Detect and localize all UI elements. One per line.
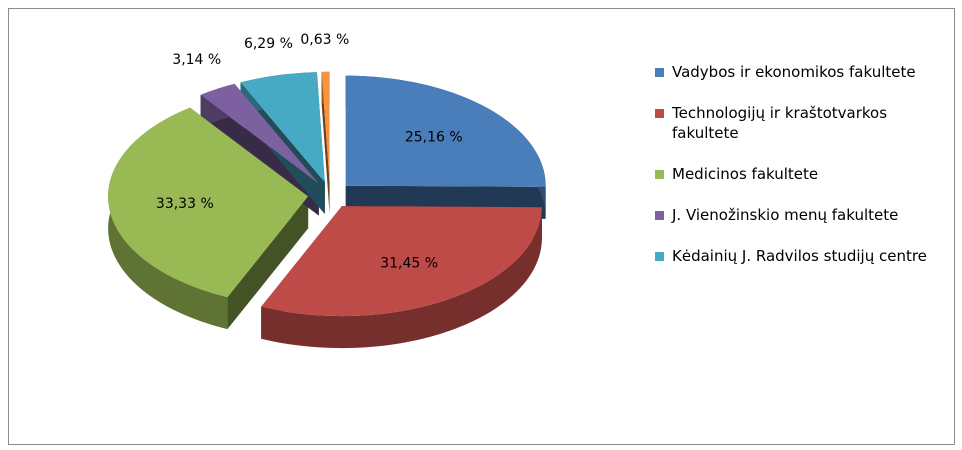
slice-wall bbox=[321, 71, 330, 214]
data-label: 6,29 % bbox=[244, 36, 293, 52]
legend-label: Vadybos ir ekonomikos fakultete bbox=[672, 63, 916, 81]
legend: Vadybos ir ekonomikos fakultete Technolog… bbox=[655, 62, 945, 287]
data-label: 25,16 % bbox=[405, 130, 463, 146]
data-label: 0,63 % bbox=[300, 32, 349, 48]
chart-frame bbox=[8, 8, 955, 445]
legend-swatch bbox=[655, 211, 664, 220]
legend-label: J. Vienožinskio menų fakultete bbox=[672, 206, 899, 224]
legend-swatch bbox=[655, 109, 664, 118]
slice bbox=[108, 107, 309, 298]
legend-item: Kėdainių J. Radvilos studijų centre bbox=[655, 246, 945, 266]
slice-wall bbox=[227, 196, 309, 330]
slice bbox=[240, 72, 325, 183]
data-label: 31,45 % bbox=[380, 255, 438, 271]
legend-item: Vadybos ir ekonomikos fakultete bbox=[655, 62, 945, 82]
slice-side bbox=[261, 207, 542, 349]
data-label: 33,33 % bbox=[156, 196, 214, 212]
slice bbox=[321, 71, 330, 182]
legend-item: Medicinos fakultete bbox=[655, 164, 945, 184]
legend-label: Medicinos fakultete bbox=[672, 165, 819, 183]
legend-item: J. Vienožinskio menų fakultete bbox=[655, 205, 945, 225]
legend-swatch bbox=[655, 252, 664, 261]
slice bbox=[261, 206, 542, 317]
legend-swatch bbox=[655, 68, 664, 77]
legend-label: Kėdainių J. Radvilos studijų centre bbox=[672, 247, 927, 265]
slice-tops bbox=[108, 71, 546, 317]
legend-item: Technologijų ir kraštotvarkos fakultete bbox=[655, 103, 945, 143]
legend-swatch bbox=[655, 170, 664, 179]
legend-label: Technologijų ir kraštotvarkos fakultete bbox=[672, 104, 888, 142]
data-label: 3,14 % bbox=[172, 52, 221, 68]
slice bbox=[345, 75, 546, 187]
slice bbox=[200, 83, 319, 184]
